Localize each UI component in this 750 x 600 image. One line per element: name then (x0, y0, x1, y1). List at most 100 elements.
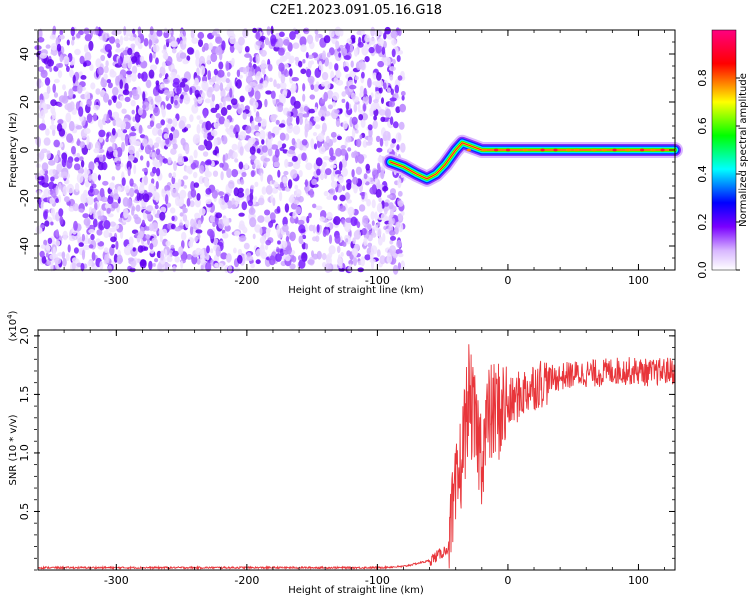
noise-blob (256, 148, 261, 154)
noise-blob (245, 188, 250, 196)
noise-blob (326, 90, 334, 100)
noise-blob (210, 99, 215, 110)
noise-blob (68, 120, 75, 132)
noise-blob (113, 193, 120, 201)
noise-blob (344, 222, 352, 233)
noise-blob (107, 196, 114, 205)
noise-blob (43, 188, 51, 197)
noise-blob (155, 148, 161, 155)
colorbar-tick-label: 0.8 (696, 69, 709, 87)
noise-blob (170, 207, 176, 214)
noise-blob (172, 250, 179, 257)
noise-blob (50, 176, 55, 182)
noise-blob (146, 79, 152, 89)
noise-blob (197, 233, 201, 240)
noise-blob (218, 116, 225, 125)
noise-blob (224, 193, 229, 203)
noise-blob (66, 133, 74, 143)
noise-blob (389, 97, 397, 102)
noise-blob (71, 39, 75, 46)
x-tick-label: 0 (504, 274, 511, 287)
noise-blob (109, 246, 115, 256)
noise-blob (131, 56, 138, 63)
noise-blob (131, 207, 135, 216)
noise-blob (298, 170, 303, 178)
noise-blob (205, 120, 212, 131)
noise-blob (198, 39, 203, 48)
noise-blob (314, 124, 321, 130)
noise-blob (182, 175, 189, 180)
noise-blob (265, 227, 271, 234)
noise-blob (157, 263, 163, 272)
noise-blob (106, 113, 110, 124)
noise-blob (122, 197, 129, 207)
noise-blob (397, 253, 404, 258)
noise-blob (387, 252, 391, 257)
noise-blob (361, 45, 369, 56)
noise-blob (46, 260, 51, 266)
noise-blob (64, 196, 70, 203)
noise-blob (200, 264, 204, 271)
noise-blob (274, 148, 280, 158)
noise-blob (170, 148, 177, 155)
x-tick-label: 100 (628, 574, 649, 587)
noise-blob (155, 193, 160, 203)
noise-blob (148, 102, 156, 111)
noise-blob (354, 76, 359, 81)
noise-blob (139, 182, 145, 188)
noise-blob (323, 91, 329, 102)
noise-blob (336, 79, 344, 86)
noise-blob (378, 109, 386, 116)
noise-blob (116, 254, 123, 265)
noise-blob (341, 91, 347, 97)
noise-blob (162, 158, 168, 164)
noise-blob (359, 91, 364, 99)
noise-blob (155, 181, 159, 190)
noise-blob (359, 134, 363, 140)
noise-blob (49, 34, 57, 40)
noise-blob (186, 123, 192, 129)
noise-blob (335, 170, 342, 176)
noise-blob (38, 151, 45, 160)
noise-blob (73, 163, 81, 171)
noise-blob (307, 60, 312, 69)
noise-blob (86, 98, 92, 107)
noise-blob (139, 55, 145, 63)
noise-blob (66, 183, 75, 194)
noise-blob (307, 54, 314, 60)
signal-peak-dot (466, 148, 471, 152)
noise-blob (284, 254, 291, 262)
noise-blob (383, 206, 388, 215)
noise-blob (151, 222, 159, 232)
noise-blob (115, 38, 120, 45)
noise-blob (229, 149, 233, 155)
noise-blob (222, 232, 229, 239)
noise-blob (188, 155, 194, 164)
noise-blob (345, 136, 352, 143)
noise-blob (72, 74, 76, 84)
noise-blob (252, 233, 256, 240)
noise-blob (41, 182, 49, 188)
noise-blob (52, 253, 58, 259)
noise-blob (117, 186, 122, 192)
noise-blob (109, 136, 116, 143)
noise-blob (165, 137, 170, 145)
noise-blob (359, 85, 364, 94)
noise-blob (152, 166, 157, 174)
noise-blob (163, 30, 170, 39)
noise-blob (394, 84, 399, 94)
noise-blob (372, 72, 378, 80)
noise-blob (190, 188, 197, 198)
noise-blob (132, 247, 136, 252)
noise-blob (225, 97, 233, 102)
noise-blob (128, 236, 134, 246)
noise-blob (171, 215, 175, 221)
noise-blob (226, 84, 230, 92)
noise-blob (113, 149, 118, 158)
noise-blob (225, 60, 230, 72)
noise-blob (210, 52, 218, 63)
noise-blob (226, 104, 232, 110)
noise-blob (297, 112, 304, 119)
noise-blob (338, 52, 342, 58)
noise-blob (245, 75, 253, 85)
